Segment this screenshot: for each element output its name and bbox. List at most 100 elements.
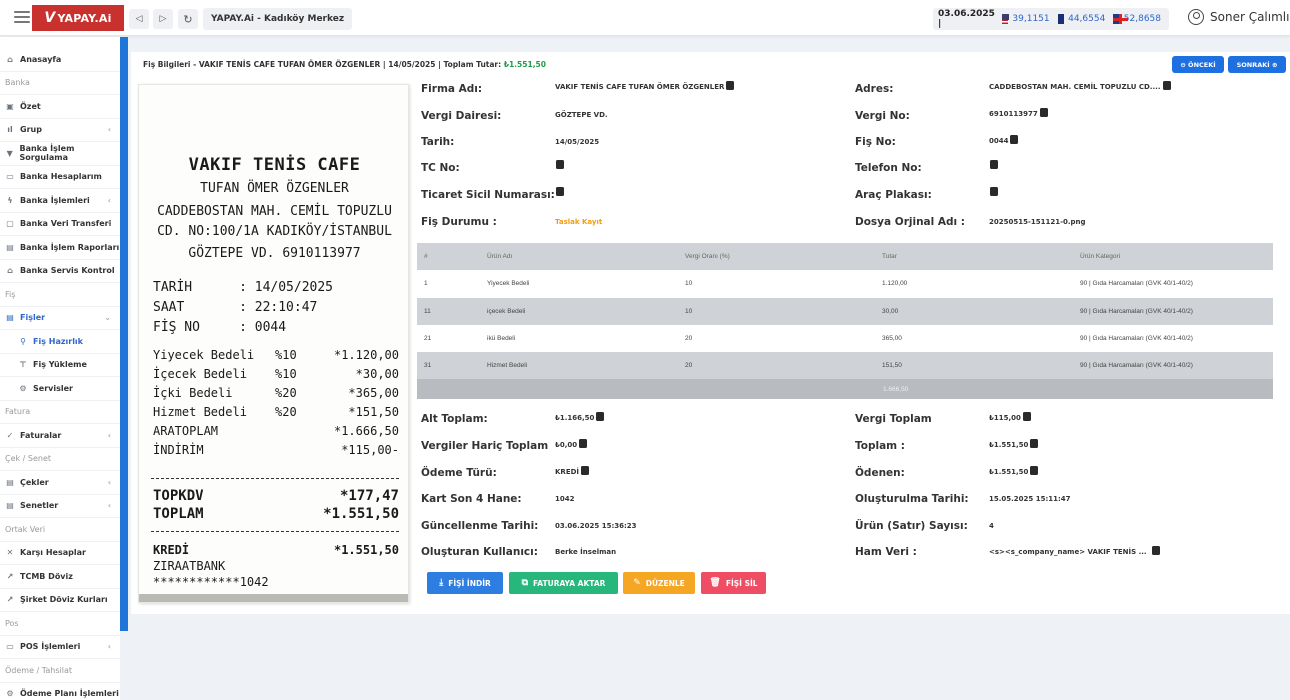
table-cell: 90 | Gıda Harcamaları (GVK 40/1-40/2) [1080, 280, 1193, 288]
vergi-toplam-label: Vergi Toplam [855, 413, 932, 425]
copy-icon[interactable] [1039, 108, 1048, 117]
receipt-item-rate [275, 443, 311, 457]
sidebar-item-karşı-hesaplar[interactable]: ✕ Karşı Hesaplar [0, 542, 120, 565]
copy-icon[interactable] [1022, 412, 1031, 421]
pencil-icon: ✎ [633, 578, 641, 588]
sidebar-icon: ▤ [6, 501, 14, 511]
sidebar-item-banka-hesaplarım[interactable]: ▭ Banka Hesaplarım [0, 166, 120, 189]
user-menu[interactable]: Soner Çalımlı [1188, 9, 1289, 25]
edit-button[interactable]: ✎ DÜZENLE [623, 572, 695, 594]
table-cell: Hizmet Bedeli [487, 362, 528, 370]
copy-icon[interactable] [556, 160, 564, 169]
table-cell: 365,00 [882, 335, 902, 343]
copy-icon[interactable] [1010, 135, 1019, 144]
sidebar-item-servisler[interactable]: ⚙ Servisler [0, 377, 120, 401]
download-receipt-button[interactable]: ⤓ FİŞİ İNDİR [427, 572, 503, 594]
table-cell: 151,50 [882, 362, 902, 370]
sidebar-item-banka-i-şlemleri[interactable]: ϟ Banka İşlemleri ‹ [0, 189, 120, 213]
eu-flag-icon [1057, 14, 1065, 24]
sidebar-item-pos-i-şlemleri[interactable]: ▭ POS İşlemleri ‹ [0, 636, 120, 659]
back-icon[interactable]: ◁ [129, 9, 149, 29]
copy-icon[interactable] [1030, 466, 1039, 475]
table-footer: 1.666,50 [417, 379, 1273, 400]
sidebar-icon: ▣ [6, 101, 14, 111]
table-row[interactable]: 21 ikü Bedeli 20 365,00 90 | Gıda Harcamalar… [417, 324, 1273, 353]
receipt-item: ARATOPLAM *1.666,50 [153, 424, 399, 438]
sidebar-item-banka-veri-transferi[interactable]: ▢ Banka Veri Transferi ‹ [0, 213, 120, 236]
olusturan-label: Oluşturan Kullanıcı: [421, 546, 538, 558]
receipt-line: CADDEBOSTAN MAH. CEMİL TOPUZLU [157, 204, 392, 219]
sidebar-item-fiş-yükleme[interactable]: ⊤ Fiş Yükleme [0, 354, 120, 377]
app-logo[interactable]: V YAPAY.Ai [32, 5, 124, 31]
sidebar-item-grup[interactable]: ıl Grup ‹ [0, 119, 120, 142]
menu-icon[interactable] [14, 11, 30, 25]
receipt-value: *177,47 [339, 488, 399, 504]
copy-icon[interactable] [726, 81, 735, 90]
sidebar-item-banka-i-şlem-raporları[interactable]: ▤ Banka İşlem Raporları ‹ [0, 236, 120, 260]
guncellenme-value: 03.06.2025 15:36:23 [555, 522, 637, 530]
sidebar-item-şirket-döviz-kurları[interactable]: ↗ Şirket Döviz Kurları [0, 589, 120, 612]
column-header[interactable]: Tutar [882, 253, 897, 261]
copy-icon[interactable] [1030, 439, 1039, 448]
sidebar-item-banka-i-şlem-sorgulama[interactable]: ▼ Banka İşlem Sorgulama [0, 142, 120, 166]
guncellenme-label: Güncellenme Tarihi: [421, 520, 539, 532]
copy-icon[interactable] [990, 160, 998, 169]
copy-icon[interactable] [596, 412, 605, 421]
receipt-line: GÖZTEPE VD. 6910113977 [188, 246, 361, 261]
sidebar-icon: ⌂ [7, 54, 13, 64]
sidebar-item-label: Faturalar [20, 430, 62, 440]
refresh-icon[interactable]: ↻ [178, 9, 198, 29]
sidebar-item-özet[interactable]: ▣ Özet [0, 95, 120, 119]
column-header[interactable]: Ürün Adı [487, 253, 513, 261]
table-cell: 90 | Gıda Harcamaları (GVK 40/1-40/2) [1080, 335, 1193, 343]
previous-button[interactable]: ⊖ ÖNCEKİ [1172, 56, 1224, 73]
vergi-no-text: 6910113977 [989, 109, 1038, 118]
sidebar-item-çekler[interactable]: ▤ Çekler ‹ [0, 471, 120, 495]
column-header[interactable]: Ürün Kategori [1080, 253, 1121, 261]
branch-selector[interactable]: YAPAY.Ai - Kadıköy Merkez [203, 8, 353, 30]
odeme-turu-text: KREDİ [555, 467, 580, 476]
sidebar-item-label: Özet [20, 101, 41, 111]
copy-icon[interactable] [581, 466, 590, 475]
copy-icon[interactable] [556, 187, 564, 196]
rates-date: 03.06.2025 | [938, 9, 995, 29]
receipt-image: VAKIF TENİS CAFE TUFAN ÖMER ÖZGENLER CAD… [138, 84, 409, 603]
receipt-line: TARİH : 14/05/2025 [153, 280, 334, 295]
sidebar-item-label: Banka Veri Transferi [20, 219, 112, 229]
next-button[interactable]: SONRAKİ ⊕ [1228, 56, 1286, 73]
column-header[interactable]: Vergi Oranı (%) [685, 253, 730, 261]
sidebar-item-banka-servis-kontrol[interactable]: ⌂ Banka Servis Kontrol [0, 260, 120, 283]
delete-receipt-button[interactable]: 🗑 FİŞİ SİL [701, 572, 766, 594]
forward-icon[interactable]: ▷ [153, 9, 173, 29]
table-row[interactable]: 11 içecek Bedeli 10 30,00 90 | Gıda Harcamal… [417, 297, 1273, 325]
table-row[interactable]: 1 Yiyecek Bedeli 10 1.120,00 90 | Gıda Harca… [417, 270, 1273, 298]
sidebar-item-ödeme-planı-i-şlemleri[interactable]: ⚙ Ödeme Planı İşlemleri ‹ [0, 683, 120, 700]
copy-icon[interactable] [579, 439, 588, 448]
chevron-icon: ‹ [107, 195, 111, 205]
copy-icon[interactable] [1162, 81, 1171, 90]
table-row[interactable]: 31 Hizmet Bedeli 20 151,50 90 | Gıda Harcama… [417, 352, 1273, 380]
sidebar-icon: ✕ [6, 548, 14, 558]
column-header[interactable]: # [424, 253, 428, 261]
toplam-value: ₺1.551,50 [989, 439, 1039, 449]
receipt-kredi: KREDİ *1.551,50 [153, 543, 399, 557]
sidebar-item-faturalar[interactable]: ✓ Faturalar ‹ [0, 424, 120, 448]
sidebar-item-anasayfa[interactable]: ⌂ Anasayfa [0, 48, 120, 72]
firma-adi-value: VAKIF TENİS CAFE TUFAN ÖMER ÖZGENLER [555, 81, 735, 91]
sidebar-scrollbar[interactable] [120, 37, 128, 631]
sidebar: ⌂ Anasayfa Banka ▣ Özet ıl Grup ‹ ▼ Banka İşlem S… [0, 37, 120, 700]
fis-durumu-value: Taslak Kayıt [555, 218, 603, 226]
copy-icon[interactable] [1151, 546, 1160, 555]
sidebar-item-tcmb-döviz[interactable]: ↗ TCMB Döviz [0, 565, 120, 589]
sidebar-item-fiş-hazırlık[interactable]: ⚲ Fiş Hazırlık [0, 330, 120, 354]
sidebar-item-fişler[interactable]: ▤ Fişler ⌄ [0, 307, 120, 330]
page-title-text: Fiş Bilgileri - VAKIF TENİS CAFE TUFAN Ö… [143, 60, 504, 69]
transfer-to-invoice-button[interactable]: ⧉ FATURAYA AKTAR [509, 572, 618, 594]
copy-icon[interactable] [990, 187, 998, 196]
page-title-amount: ₺1.551,50 [503, 60, 546, 69]
receipt-item-name: İNDİRİM [153, 443, 204, 457]
user-icon [1188, 9, 1204, 25]
sidebar-item-senetler[interactable]: ▤ Senetler ‹ [0, 495, 120, 518]
receipt-value: *1.551,50 [323, 506, 399, 522]
sidebar-item-label: Banka İşlem Sorgulama [19, 144, 75, 163]
